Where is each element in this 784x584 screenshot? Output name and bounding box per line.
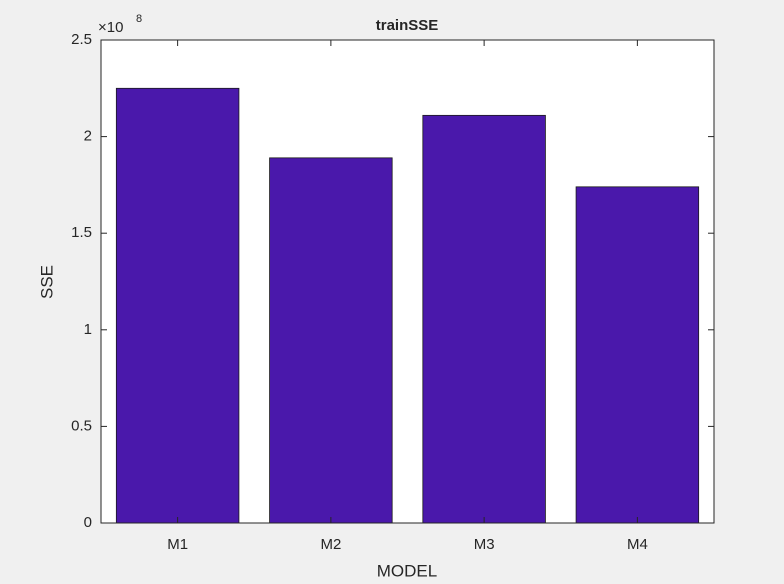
- bar: [422, 114, 546, 524]
- y-tick-label: 0.5: [71, 417, 92, 434]
- y-multiplier: ×10: [98, 19, 123, 36]
- bar: [269, 157, 393, 524]
- y-axis-label: SSE: [37, 265, 56, 299]
- axes-box: [100, 39, 715, 524]
- x-tick-label: M3: [474, 536, 495, 553]
- y-tick-label: 2.5: [71, 31, 92, 48]
- y-tick-label: 1.5: [71, 224, 92, 241]
- x-tick-label: M1: [167, 536, 188, 553]
- x-tick-label: M4: [627, 536, 648, 553]
- y-multiplier-exponent: 8: [136, 13, 142, 25]
- chart-title: trainSSE: [376, 17, 439, 34]
- bar: [115, 87, 240, 524]
- bar: [575, 186, 700, 524]
- y-tick-label: 1: [84, 321, 92, 338]
- x-axis-label: MODEL: [377, 561, 437, 580]
- x-tick-label: M2: [320, 536, 341, 553]
- y-tick-label: 2: [84, 128, 92, 145]
- y-tick-label: 0: [84, 514, 92, 531]
